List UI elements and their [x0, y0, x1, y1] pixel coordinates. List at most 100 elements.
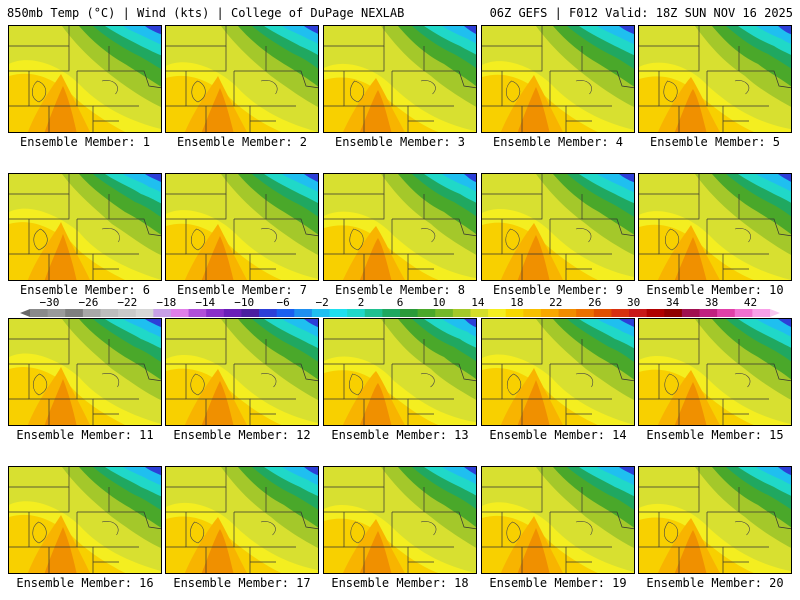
colorbar-swatch: [276, 309, 295, 317]
colorbar-swatch: [400, 309, 419, 317]
ensemble-member-label: Ensemble Member: 1: [19, 135, 151, 149]
ensemble-member-label: Ensemble Member: 13: [331, 428, 469, 442]
ensemble-member-map: [481, 466, 635, 574]
colorbar-swatch: [347, 309, 366, 317]
colorbar-swatch: [311, 309, 331, 317]
colorbar-swatch: [717, 309, 736, 317]
temperature-colorbar: −30 −26 −22 −18 −14 −10 −6 −2 2 6 10 14 18 22 26 30 34 38…: [0, 296, 800, 320]
ensemble-member-map: [323, 318, 477, 426]
ensemble-member-label: Ensemble Member: 15: [646, 428, 784, 442]
colorbar-tick-label: 10: [432, 296, 446, 309]
temperature-map: [324, 467, 476, 573]
colorbar-tick-label: −30: [39, 296, 60, 309]
colorbar-swatch: [100, 309, 119, 317]
colorbar-tick-label: 6: [396, 296, 404, 309]
ensemble-member-map: [8, 173, 162, 281]
colorbar-swatch: [82, 309, 101, 317]
ensemble-member-label: Ensemble Member: 5: [649, 135, 781, 149]
temperature-map: [166, 319, 318, 425]
colorbar-swatch: [47, 309, 66, 317]
colorbar-swatch: [452, 309, 471, 317]
temperature-map: [482, 467, 634, 573]
colorbar-tick-label: 18: [510, 296, 524, 309]
temperature-map: [166, 26, 318, 132]
colorbar-swatch: [223, 309, 242, 317]
colorbar-swatch: [435, 309, 454, 317]
ensemble-member-label: Ensemble Member: 7: [176, 283, 308, 297]
ensemble-member-label: Ensemble Member: 20: [646, 576, 784, 590]
ensemble-member-map: [165, 25, 319, 133]
ensemble-member-map: [638, 466, 792, 574]
colorbar-swatch: [188, 309, 207, 317]
temperature-map: [639, 26, 791, 132]
colorbar-tick-label: −14: [195, 296, 216, 309]
colorbar-swatch: [540, 309, 560, 317]
ensemble-member-map: [8, 466, 162, 574]
colorbar-swatch: [206, 309, 225, 317]
ensemble-member-label: Ensemble Member: 18: [331, 576, 469, 590]
colorbar-swatch: [629, 309, 648, 317]
colorbar-tick-label: 22: [549, 296, 563, 309]
colorbar-swatch: [664, 309, 683, 317]
ensemble-member-label: Ensemble Member: 9: [492, 283, 624, 297]
colorbar-swatch: [558, 309, 577, 317]
temperature-map: [166, 174, 318, 280]
colorbar-swatch: [364, 309, 383, 317]
colorbar-swatch: [118, 309, 137, 317]
ensemble-member-map: [323, 25, 477, 133]
temperature-map: [9, 26, 161, 132]
temperature-map: [324, 319, 476, 425]
ensemble-member-map: [481, 173, 635, 281]
colorbar-swatch: [523, 309, 542, 317]
temperature-map: [482, 319, 634, 425]
ensemble-member-map: [165, 318, 319, 426]
colorbar-tick-label: −2: [315, 296, 329, 309]
colorbar-tick-label: 42: [743, 296, 758, 309]
colorbar-swatch: [611, 309, 630, 317]
colorbar-tick-label: 38: [704, 296, 719, 309]
colorbar-swatch: [646, 309, 665, 317]
ensemble-member-label: Ensemble Member: 14: [489, 428, 627, 442]
colorbar-tick-label: 14: [471, 296, 485, 309]
ensemble-member-map: [165, 173, 319, 281]
colorbar-tick-label: −6: [276, 296, 290, 309]
ensemble-member-label: Ensemble Member: 12: [173, 428, 311, 442]
temperature-map: [639, 467, 791, 573]
colorbar-swatch: [593, 309, 612, 317]
temperature-map: [166, 467, 318, 573]
ensemble-member-label: Ensemble Member: 4: [492, 135, 624, 149]
colorbar-tick-label: 26: [588, 296, 602, 309]
ensemble-member-map: [323, 466, 477, 574]
colorbar-swatch: [294, 309, 313, 317]
ensemble-member-map: [481, 318, 635, 426]
colorbar-tick-label: −26: [78, 296, 99, 309]
ensemble-member-label: Ensemble Member: 17: [173, 576, 311, 590]
temperature-map: [639, 319, 791, 425]
colorbar-swatch: [417, 309, 436, 317]
ensemble-member-map: [481, 25, 635, 133]
temperature-map: [9, 467, 161, 573]
ensemble-member-label: Ensemble Member: 8: [334, 283, 466, 297]
ensemble-member-label: Ensemble Member: 19: [489, 576, 627, 590]
ensemble-member-label: Ensemble Member: 3: [334, 135, 466, 149]
colorbar-min-arrow: [20, 309, 30, 317]
colorbar-swatch: [752, 309, 771, 317]
chart-title: 850mb Temp (°C) | Wind (kts) | College o…: [7, 6, 405, 20]
colorbar-tick-label: 30: [627, 296, 641, 309]
colorbar-tick-label: −18: [156, 296, 177, 309]
colorbar-swatch: [382, 309, 401, 317]
colorbar-max-arrow: [770, 309, 780, 317]
colorbar-swatch: [65, 309, 84, 317]
ensemble-member-map: [165, 466, 319, 574]
colorbar-strip: [20, 309, 780, 317]
colorbar-swatch: [505, 309, 524, 317]
ensemble-member-label: Ensemble Member: 2: [176, 135, 308, 149]
colorbar-tick-label: 2: [357, 296, 365, 309]
ensemble-member-map: [638, 173, 792, 281]
colorbar-swatch: [470, 309, 489, 317]
ensemble-member-map: [8, 318, 162, 426]
colorbar-tick-label: −22: [117, 296, 138, 309]
colorbar-tick-label: 34: [666, 296, 680, 309]
colorbar-swatch: [241, 309, 260, 317]
